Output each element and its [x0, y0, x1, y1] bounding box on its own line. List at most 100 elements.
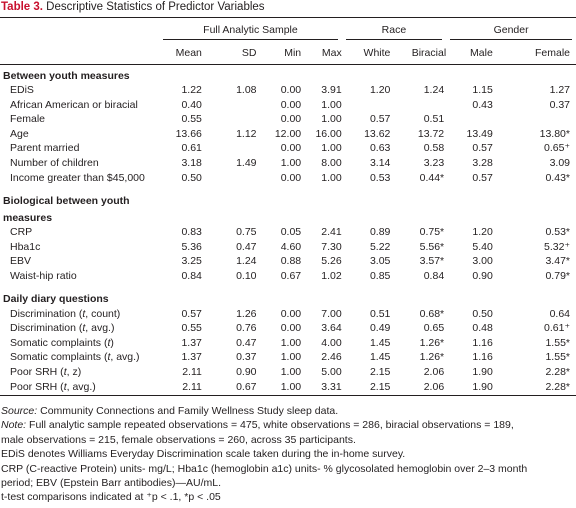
- cell-white: 0.63: [369, 142, 391, 155]
- cell-sd: 0.47: [236, 240, 257, 253]
- col-header-max: Max: [301, 42, 342, 65]
- cell-min: 1.00: [280, 365, 302, 378]
- cell-min: 0.05: [280, 226, 302, 239]
- cell-sd: [210, 171, 257, 186]
- row-label: African American or biracial: [10, 98, 138, 111]
- units-note: CRP (C-reactive Protein) units- mg/L; Hb…: [1, 462, 528, 475]
- cell-mean: 3.18: [181, 156, 202, 169]
- cell-white: 1.45: [369, 351, 391, 364]
- cell-male: 3.28: [472, 156, 493, 169]
- edis-note: EDiS denotes Williams Everyday Discrimin…: [1, 448, 406, 461]
- cell-min: 0.00: [280, 307, 302, 320]
- col-header-biracial: Biracial: [390, 42, 447, 65]
- cell-white: 0.57: [369, 113, 391, 126]
- cell-max: 3.31: [301, 379, 342, 396]
- table-caption: Table 3. Descriptive Statistics of Predi…: [1, 0, 265, 15]
- section-header-row: Biological between youth: [0, 190, 576, 208]
- sample-note-cont: male observations = 215, female observat…: [1, 433, 356, 446]
- cell-sd: 0.67: [209, 379, 257, 396]
- cell-min: 0.67: [280, 269, 302, 282]
- cell-mean: 0.55: [181, 322, 202, 335]
- cell-mean: 3.25: [181, 255, 202, 268]
- cell-min: 0.00: [280, 98, 302, 111]
- cell-max: 5.26: [321, 255, 342, 268]
- row-label: Poor SRH (t, avg.): [0, 379, 160, 396]
- cell-min: 0.00: [280, 84, 302, 96]
- cell-biracial: 1.24: [423, 84, 445, 96]
- cell-biracial: 0.65: [423, 322, 445, 335]
- cell-mean: 0.57: [181, 307, 202, 320]
- cell-female: 0.65⁺: [544, 142, 570, 155]
- table-row: Poor SRH (t, z) 2.11 0.90 1.00 5.00 2.15 2.06 1…: [0, 365, 576, 380]
- section-header-row: measures: [0, 208, 576, 225]
- cell-female: 2.28*: [545, 365, 570, 378]
- table-row: Somatic complaints (t) 1.37 0.47 1.00 4.00 1.…: [0, 336, 576, 351]
- section-title: Biological between youth: [3, 194, 130, 207]
- cell-white: 2.15: [369, 365, 391, 378]
- cell-white: 0.89: [369, 226, 391, 239]
- caption-label: Table 3.: [1, 1, 43, 13]
- row-label: Somatic complaints (t): [10, 336, 114, 349]
- cell-sd: 1.49: [236, 156, 257, 169]
- cell-male: 1.20: [472, 226, 493, 239]
- section-header-row: Daily diary questions: [0, 289, 576, 307]
- row-label: Hba1c: [10, 240, 41, 253]
- cell-white: 0.49: [369, 322, 391, 335]
- cell-max: 2.46: [321, 351, 342, 364]
- cell-white: 13.62: [364, 127, 391, 140]
- cell-biracial: 0.68*: [419, 307, 445, 320]
- cell-biracial: 1.26*: [419, 351, 445, 364]
- table-row: Discrimination (t, count) 0.57 1.26 0.00 7.0…: [0, 307, 576, 322]
- cell-biracial: 0.75*: [419, 226, 445, 239]
- cell-mean: 1.22: [181, 84, 202, 96]
- cell-mean: 1.37: [181, 351, 202, 364]
- cell-min: 0.00: [280, 322, 302, 335]
- ttest-note: t-test comparisons indicated at ⁺p < .1,…: [1, 491, 221, 504]
- cell-sd: [210, 141, 257, 156]
- table-row: CRP 0.83 0.75 0.05 2.41 0.89 0.75* 1.20 0.53*: [0, 225, 576, 240]
- source-note: Source: Community Connections and Family…: [1, 405, 339, 417]
- section-title: Daily diary questions: [3, 293, 109, 306]
- cell-max: 1.00: [321, 171, 342, 184]
- row-label: Poor SRH (t, z): [10, 365, 82, 378]
- cell-biracial: 2.06: [390, 379, 447, 396]
- cell-mean: 13.66: [175, 127, 202, 140]
- cell-male: 0.57: [472, 171, 493, 184]
- cell-sd: 0.37: [236, 351, 257, 364]
- cell-mean: 0.84: [181, 269, 202, 282]
- cell-female: 1.55*: [545, 336, 570, 349]
- cell-male: [446, 112, 493, 127]
- cell-female: 13.80*: [539, 127, 570, 140]
- col-header-mean: Mean: [159, 42, 210, 65]
- cell-male: 1.90: [472, 365, 493, 378]
- cell-mean: 2.11: [182, 365, 202, 378]
- row-label: Number of children: [10, 156, 99, 169]
- cell-biracial: 3.23: [423, 156, 445, 169]
- cell-max: 2.41: [321, 226, 342, 239]
- cell-white: 0.53: [369, 171, 391, 184]
- cell-male: 5.40: [472, 240, 493, 253]
- cell-male: 1.16: [472, 351, 493, 364]
- cell-min: 1.00: [280, 336, 302, 349]
- cell-female: 2.28*: [492, 379, 576, 396]
- cell-biracial: 13.72: [417, 127, 445, 140]
- cell-female: 0.64: [549, 307, 570, 320]
- table-row: Somatic complaints (t, avg.) 1.37 0.37 1.00…: [0, 350, 576, 365]
- section-header-row: Between youth measures: [0, 65, 576, 84]
- cell-max: 7.30: [321, 240, 342, 253]
- cell-female: 1.27: [549, 84, 570, 96]
- cell-white: 0.51: [369, 307, 391, 320]
- cell-female: 0.53*: [545, 226, 570, 239]
- table-row: Hba1c 5.36 0.47 4.60 7.30 5.22 5.56* 5.40 5.32⁺: [0, 240, 576, 255]
- cell-sd: 1.24: [236, 255, 257, 268]
- cell-female: 1.55*: [545, 351, 570, 364]
- cell-min: 0.00: [280, 171, 302, 184]
- cell-sd: 1.08: [236, 84, 257, 96]
- cell-sd: [210, 112, 257, 127]
- table-row: Waist-hip ratio 0.84 0.10 0.67 1.02 0.85 0.84 0…: [0, 269, 576, 284]
- cell-white: 5.22: [369, 240, 391, 253]
- cell-mean: 0.40: [181, 98, 202, 111]
- cell-sd: 0.10: [236, 269, 257, 282]
- cell-mean: 0.83: [181, 226, 202, 239]
